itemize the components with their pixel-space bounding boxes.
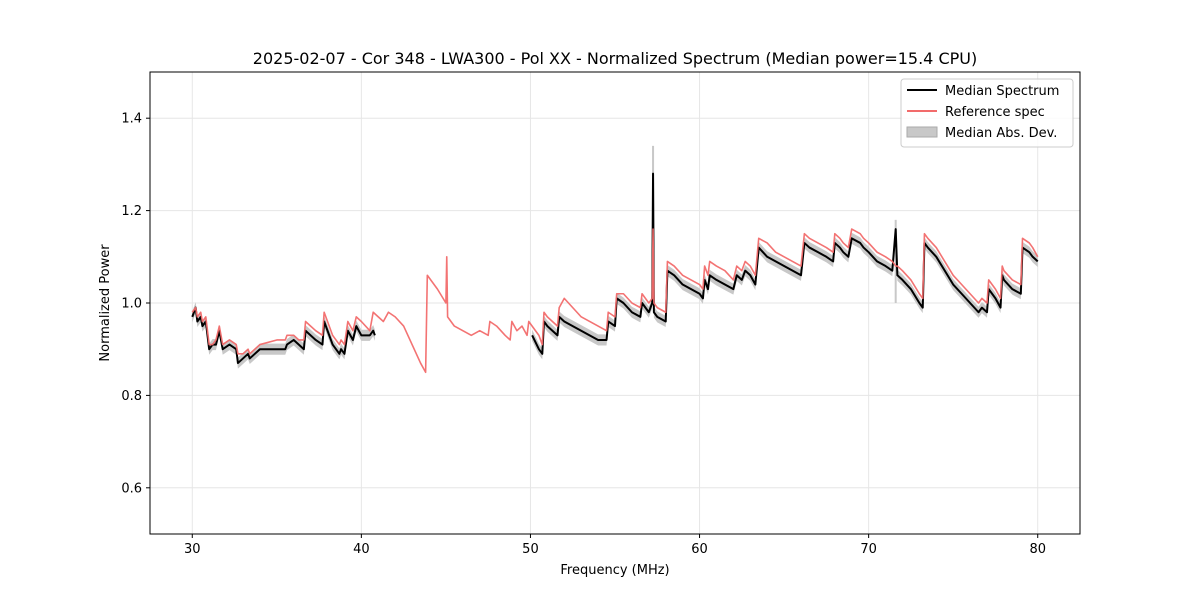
x-tick-label: 70 <box>860 542 877 557</box>
x-tick-label: 80 <box>1029 542 1046 557</box>
x-tick-label: 40 <box>353 542 370 557</box>
y-tick-label: 1.0 <box>121 297 142 312</box>
legend-mad-label: Median Abs. Dev. <box>945 126 1057 141</box>
y-axis-label: Normalized Power <box>98 244 113 362</box>
axes: 30 40 50 60 70 80 0.6 0.8 1.0 1.2 1.4 <box>121 112 1046 557</box>
y-tick-label: 0.6 <box>121 481 142 496</box>
reference-spectrum-line <box>191 228 1039 374</box>
grid <box>150 72 1080 534</box>
y-tick-label: 0.8 <box>121 389 142 404</box>
median-spectrum-line <box>191 306 376 365</box>
legend-mad-swatch <box>906 126 938 138</box>
x-tick-label: 30 <box>184 542 201 557</box>
x-axis-label: Frequency (MHz) <box>560 563 669 578</box>
chart-title: 2025-02-07 - Cor 348 - LWA300 - Pol XX -… <box>253 49 977 68</box>
y-tick-label: 1.2 <box>121 204 142 219</box>
plot-area <box>191 145 1039 374</box>
x-tick-label: 60 <box>691 542 708 557</box>
x-tick-label: 50 <box>522 542 539 557</box>
legend-reference-label: Reference spec <box>945 105 1045 120</box>
y-tick-label: 1.4 <box>121 112 142 127</box>
legend: Median Spectrum Reference spec Median Ab… <box>900 78 1074 148</box>
legend-box <box>900 78 1074 148</box>
legend-median-label: Median Spectrum <box>945 84 1059 99</box>
mad-band <box>532 168 1038 360</box>
